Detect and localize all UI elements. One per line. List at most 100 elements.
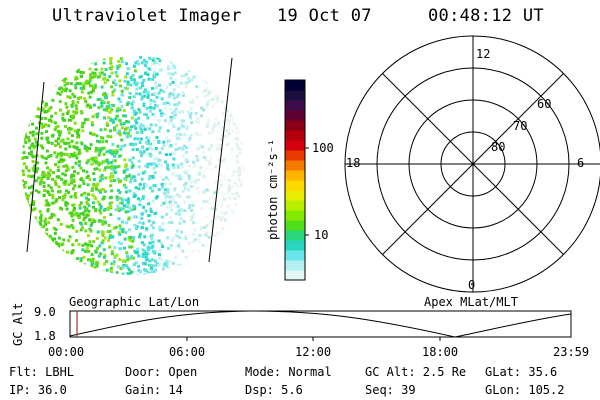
uv-pixel: [187, 139, 191, 143]
uv-pixel: [45, 228, 49, 232]
uv-pixel: [136, 251, 139, 255]
uv-pixel: [95, 115, 99, 119]
uv-pixel: [138, 198, 142, 202]
uv-pixel: [122, 263, 126, 267]
uv-pixel: [150, 224, 154, 227]
info-ip: IP: 36.0: [9, 383, 67, 397]
uv-pixel: [79, 74, 83, 78]
uv-pixel: [227, 187, 231, 191]
uv-pixel: [112, 159, 116, 162]
uv-pixel: [125, 62, 128, 66]
uv-pixel: [179, 236, 183, 240]
uv-pixel: [195, 85, 199, 89]
uv-pixel: [68, 211, 72, 215]
uv-pixel: [30, 232, 34, 236]
uv-pixel: [194, 179, 197, 183]
uv-pixel: [163, 106, 167, 110]
uv-pixel: [31, 174, 35, 178]
uv-pixel: [153, 162, 157, 166]
uv-pixel: [26, 200, 29, 204]
uv-pixel: [125, 72, 129, 76]
uv-pixel: [165, 153, 168, 157]
uv-pixel: [79, 274, 83, 275]
uv-pixel: [62, 55, 66, 59]
uv-pixel: [167, 95, 171, 99]
uv-pixel: [174, 142, 178, 146]
uv-pixel: [90, 263, 94, 267]
uv-pixel: [35, 72, 39, 76]
uv-pixel: [101, 222, 105, 226]
uv-pixel: [97, 140, 101, 143]
uv-pixel: [219, 138, 223, 141]
uv-pixel: [184, 169, 188, 173]
uv-pixel: [63, 118, 67, 122]
uv-pixel: [177, 101, 181, 105]
uv-pixel: [79, 86, 83, 90]
uv-pixel: [68, 61, 72, 65]
uv-pixel: [126, 80, 130, 84]
uv-pixel: [117, 59, 121, 63]
uv-pixel: [133, 223, 137, 227]
uv-pixel: [134, 83, 138, 87]
uv-pixel: [53, 128, 57, 132]
uv-pixel: [132, 175, 136, 179]
uv-pixel: [54, 125, 58, 129]
uv-pixel: [114, 225, 118, 229]
uv-pixel: [149, 123, 153, 127]
uv-pixel: [47, 235, 51, 239]
uv-pixel: [119, 242, 123, 246]
uv-pixel: [49, 258, 53, 262]
uv-pixel: [136, 81, 140, 85]
uv-pixel: [88, 218, 92, 222]
uv-pixel: [204, 231, 208, 235]
uv-pixel: [169, 76, 173, 80]
uv-pixel: [27, 194, 30, 198]
uv-pixel: [140, 226, 144, 230]
uv-pixel: [234, 265, 238, 269]
uv-pixel: [106, 106, 110, 110]
uv-pixel: [95, 260, 99, 264]
uv-pixel: [71, 267, 75, 271]
uv-pixel: [47, 245, 51, 248]
uv-pixel: [29, 191, 33, 195]
uv-pixel: [51, 244, 55, 248]
colorbar-band: [285, 120, 305, 131]
uv-pixel: [180, 74, 184, 78]
uv-pixel: [90, 60, 93, 64]
uv-pixel: [109, 119, 113, 123]
uv-pixel: [167, 122, 171, 126]
uv-pixel: [177, 93, 181, 97]
uv-pixel: [183, 133, 187, 137]
uv-pixel: [107, 238, 111, 242]
uv-pixel: [76, 132, 80, 135]
uv-pixel: [157, 162, 161, 166]
uv-pixel: [88, 147, 92, 150]
uv-pixel: [151, 240, 155, 244]
uv-pixel: [51, 133, 55, 137]
uv-pixel: [111, 235, 115, 239]
uv-pixel: [83, 267, 86, 271]
uv-pixel: [223, 59, 227, 63]
uv-pixel: [140, 123, 143, 127]
uv-pixel: [106, 206, 110, 210]
uv-pixel: [54, 69, 58, 73]
uv-pixel: [59, 130, 63, 134]
uv-pixel: [205, 106, 209, 110]
uv-pixel: [48, 255, 51, 258]
uv-pixel: [157, 272, 161, 275]
uv-pixel: [144, 255, 148, 259]
uv-pixel: [42, 232, 46, 236]
uv-pixel: [97, 106, 101, 110]
uv-pixel: [219, 211, 223, 215]
uv-pixel: [87, 57, 91, 61]
uv-pixel: [31, 166, 35, 170]
uv-pixel: [216, 74, 220, 78]
uv-pixel: [112, 226, 116, 230]
uv-pixel: [238, 123, 242, 127]
uv-pixel: [34, 247, 38, 251]
uv-pixel: [79, 56, 83, 60]
uv-pixel: [235, 55, 239, 59]
uv-pixel: [36, 266, 40, 270]
uv-pixel: [197, 191, 201, 195]
uv-pixel: [32, 242, 36, 246]
